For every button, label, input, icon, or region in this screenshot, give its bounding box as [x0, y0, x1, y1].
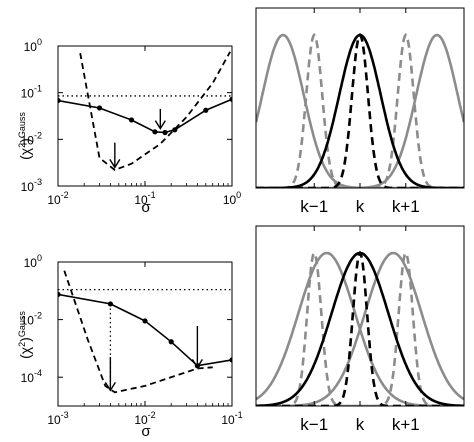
gaussian-solid-right [256, 33, 464, 188]
solid-point [142, 318, 148, 324]
x-tick-label: 10-1 [134, 190, 155, 207]
minimum-arrowhead [154, 120, 166, 130]
minimum-arrowhead [104, 381, 116, 392]
gaussian-solid-center [256, 33, 464, 188]
solid-point [58, 97, 61, 104]
panel-bottom-left: (χ2)Gauss σ 10-3 10-2 10-1 10-4 10-2 100 [17, 253, 243, 440]
ylabel-bottom-left: (χ2)Gauss [17, 311, 33, 359]
gaussian-dashed-center [256, 32, 464, 188]
solid-point [172, 127, 178, 133]
minimum-arrowhead [109, 159, 121, 169]
solid-point [203, 107, 209, 113]
solid-point [162, 129, 168, 136]
minimum-arrowhead [191, 358, 203, 369]
axes-frame [255, 7, 465, 189]
solid-series [58, 293, 232, 367]
x-tick-label: 100 [223, 190, 241, 207]
plot-top-left: 10-2 10-1 100 10-3 10-2 10-1 100 [21, 37, 242, 207]
category-tick-label: k−1 [300, 197, 328, 216]
x-tick-label: 10-2 [47, 190, 68, 207]
xlabel-top-left: σ [141, 199, 151, 216]
solid-point [96, 105, 103, 111]
y-tick-label: 100 [24, 253, 42, 270]
panel-top-left: (χ2)Gauss σ 10-2 10-1 100 10-3 10-2 10-1 100 [17, 37, 241, 216]
y-tick-label: 10-4 [21, 368, 42, 385]
solid-point [107, 301, 113, 307]
y-tick-label: 100 [24, 37, 42, 54]
category-tick-label: k−1 [300, 415, 328, 434]
panel-bottom-right: k−1 k k+1 [255, 225, 465, 434]
panel-top-right: k−1 k k+1 [255, 7, 465, 216]
category-tick-label: k+1 [392, 197, 420, 216]
solid-point [229, 357, 232, 363]
x-tick-label: 10-2 [134, 410, 155, 427]
solid-point [128, 117, 135, 123]
dashed-series [79, 51, 231, 172]
axes-frame [255, 225, 465, 407]
x-tick-label: 10-3 [47, 410, 68, 427]
solid-series [58, 98, 232, 134]
gaussian-solid-right [256, 251, 464, 406]
plot-bottom-left: 10-3 10-2 10-1 10-4 10-2 100 [21, 253, 243, 427]
y-tick-label: 10-3 [21, 177, 42, 194]
x-tick-label: 10-1 [221, 410, 242, 427]
gaussian-dashed-left [256, 32, 464, 188]
gaussian-solid-left [256, 33, 464, 188]
y-tick-label: 10-2 [21, 130, 42, 147]
axes-frame [57, 45, 233, 187]
xlabel-bottom-left: σ [141, 423, 151, 440]
solid-point [152, 129, 158, 135]
y-tick-label: 10-2 [21, 311, 42, 328]
y-tick-label: 10-1 [21, 84, 42, 101]
ylabel-top-left: (χ2)Gauss [17, 112, 33, 160]
category-tick-label: k [356, 197, 365, 216]
solid-point [168, 339, 174, 345]
gaussian-dashed-right [256, 32, 464, 188]
solid-point [229, 96, 232, 102]
axes-frame [57, 261, 233, 407]
dashed-series [63, 270, 213, 394]
solid-point [58, 291, 61, 297]
category-tick-label: k [356, 415, 365, 434]
category-tick-label: k+1 [392, 415, 420, 434]
gaussian-dashed-center [256, 250, 464, 406]
